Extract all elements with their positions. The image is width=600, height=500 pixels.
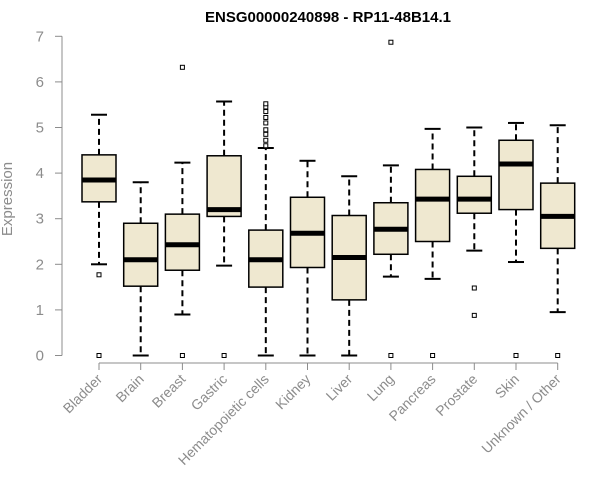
outlier-point bbox=[263, 127, 269, 133]
x-tick-label: Kidney bbox=[272, 371, 314, 413]
x-tick-label: Bladder bbox=[60, 371, 106, 417]
x-tick-label: Unknown / Other bbox=[478, 371, 564, 457]
box-iqr bbox=[206, 155, 242, 218]
outlier-point bbox=[471, 285, 477, 291]
y-tick-label: 0 bbox=[36, 348, 44, 365]
box-group bbox=[81, 113, 117, 358]
y-tick-label: 4 bbox=[36, 165, 44, 182]
y-tick-label: 7 bbox=[36, 28, 44, 45]
box-group bbox=[331, 175, 367, 357]
outlier-point bbox=[263, 114, 269, 120]
outlier-point bbox=[263, 131, 269, 137]
outlier-point bbox=[513, 353, 519, 358]
x-tick-label: Liver bbox=[323, 371, 356, 404]
outlier-point bbox=[471, 312, 477, 318]
x-tick-label: Brain bbox=[112, 371, 146, 405]
outlier-point bbox=[388, 39, 394, 45]
box-group bbox=[289, 159, 326, 357]
x-tick-label: Skin bbox=[492, 371, 523, 402]
x-tick-label: Prostate bbox=[432, 371, 480, 419]
y-tick-label: 5 bbox=[36, 120, 44, 137]
outlier-point bbox=[179, 64, 185, 70]
box-group bbox=[373, 39, 409, 358]
outlier-point bbox=[179, 353, 185, 358]
box-group bbox=[164, 64, 201, 358]
box-iqr bbox=[498, 139, 534, 211]
box-group bbox=[122, 181, 159, 357]
x-tick-label: Lung bbox=[364, 371, 397, 404]
y-tick-label: 6 bbox=[36, 74, 44, 91]
box-group bbox=[456, 126, 493, 318]
box-group bbox=[539, 124, 576, 358]
outlier-point bbox=[388, 353, 394, 358]
outlier-point bbox=[221, 353, 227, 358]
box-group bbox=[248, 101, 284, 357]
y-tick-label: 1 bbox=[36, 302, 44, 319]
y-tick-label: 2 bbox=[36, 256, 44, 273]
outlier-point bbox=[263, 143, 269, 149]
outlier-point bbox=[263, 101, 269, 107]
box-group bbox=[206, 100, 242, 358]
box-iqr bbox=[122, 222, 159, 287]
outlier-point bbox=[555, 353, 561, 358]
outlier-point bbox=[96, 272, 102, 278]
y-axis-label: Expression bbox=[0, 162, 16, 236]
outlier-point bbox=[96, 353, 102, 358]
plot-area bbox=[81, 39, 576, 358]
chart-title: ENSG00000240898 - RP11-48B14.1 bbox=[205, 9, 451, 26]
y-tick-label: 3 bbox=[36, 211, 44, 228]
outlier-point bbox=[263, 120, 269, 126]
box-group bbox=[498, 121, 534, 358]
box-group bbox=[414, 127, 451, 358]
outlier-point bbox=[263, 137, 269, 143]
box-iqr bbox=[456, 175, 493, 214]
box-iqr bbox=[414, 168, 451, 243]
outlier-point bbox=[263, 109, 269, 115]
outlier-point bbox=[430, 353, 436, 358]
box-iqr bbox=[164, 213, 201, 271]
x-tick-label: Breast bbox=[149, 371, 189, 411]
